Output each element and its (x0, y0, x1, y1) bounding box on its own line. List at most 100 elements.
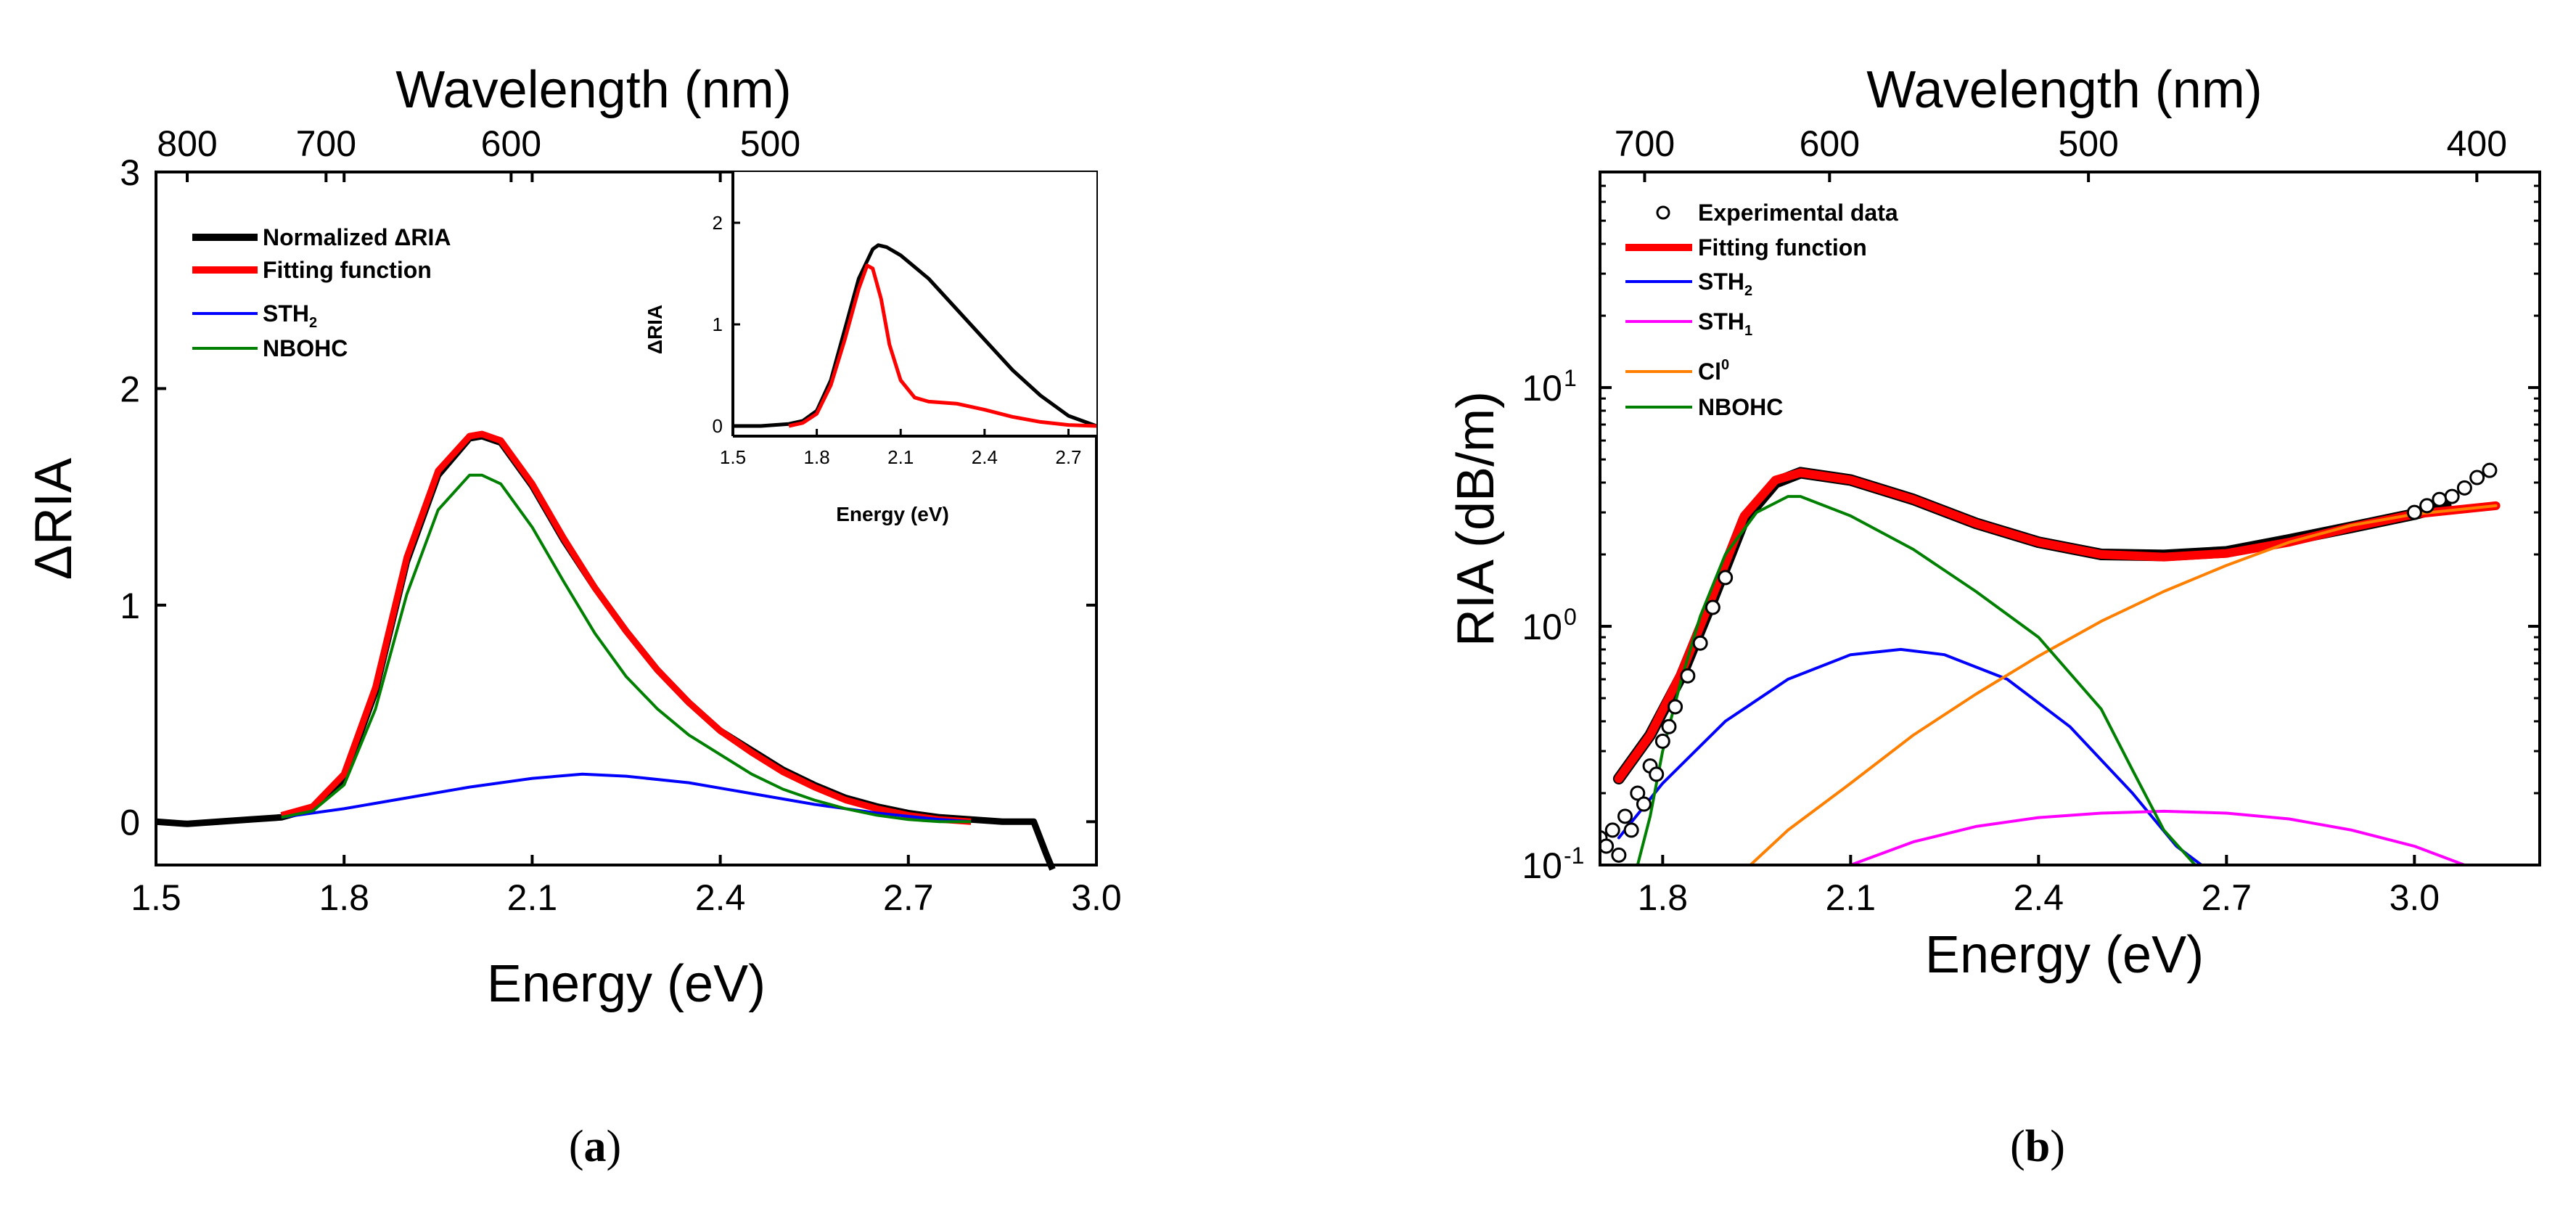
y-tick-label: 10 (1522, 845, 1562, 886)
y-tick-exponent: 1 (1564, 365, 1577, 391)
chart-panel-a: Wavelength (nm) 800 700 600 500 1.5 1.8 2.1 2.… (25, 61, 1122, 1171)
top-axis-ticks: 700 600 500 400 (1615, 123, 2507, 182)
y-tick-label: 1 (120, 586, 140, 626)
top-axis-title: Wavelength (nm) (1866, 61, 2263, 119)
panel-label-a: (a) (569, 1122, 621, 1171)
inset-y-title: ΔRIA (644, 305, 666, 354)
legend-item: NBOHC (1625, 394, 1783, 420)
data-point (1705, 599, 1720, 615)
x-tick-label: 2.4 (695, 877, 746, 918)
top-tick-label: 700 (296, 123, 356, 164)
legend-label: Cl0 (1698, 357, 1729, 385)
panel-label-b: (b) (2010, 1122, 2065, 1171)
data-point (1649, 766, 1665, 782)
inset-x-title: Energy (eV) (836, 503, 949, 525)
series-line-sth2 (281, 772, 972, 824)
inset-chart: 1.5 1.8 2.1 2.4 2.7 0 1 2 Energy (eV) ΔRIA (644, 172, 1097, 525)
y-axis-title: RIA (dB/m) (1447, 391, 1505, 647)
series-line-fitting-function (280, 430, 972, 825)
legend-item: Fitting function (1625, 234, 1867, 261)
y-tick-label: 10 (1522, 368, 1562, 409)
legend-label: Normalized ΔRIA (263, 224, 451, 250)
legend-item: Experimental data (1656, 200, 1898, 226)
data-point (2444, 488, 2460, 504)
data-point (1654, 733, 1670, 749)
y-tick-label: 3 (120, 152, 140, 193)
series-line-nbohc (281, 473, 972, 824)
inset-series-group (733, 243, 1097, 428)
legend: Experimental data Fitting function STH2 … (1625, 200, 1898, 420)
inset-y-tick-label: 2 (713, 212, 723, 234)
data-point (1718, 570, 1734, 586)
data-point (1680, 668, 1696, 684)
x-tick-label: 2.7 (883, 877, 934, 918)
data-point (1604, 822, 1620, 838)
x-tick-label: 2.1 (507, 877, 558, 918)
legend-label: Experimental data (1698, 200, 1898, 226)
data-point (1611, 847, 1627, 863)
x-tick-label: 3.0 (1071, 877, 1122, 918)
inset-y-ticks: 0 1 2 (713, 212, 740, 437)
top-tick-label: 600 (1800, 123, 1860, 164)
top-tick-label: 700 (1615, 123, 1675, 164)
legend-item: STH1 (1625, 308, 1752, 339)
top-tick-label: 400 (2447, 123, 2507, 164)
legend-label: NBOHC (1698, 394, 1783, 420)
inset-x-tick-label: 1.5 (720, 446, 746, 468)
inset-x-tick-label: 2.1 (887, 446, 914, 468)
top-tick-label: 600 (481, 123, 541, 164)
legend-item: NBOHC (192, 335, 348, 361)
legend-label: NBOHC (263, 335, 348, 361)
inset-x-ticks: 1.5 1.8 2.1 2.4 2.7 (720, 429, 1082, 468)
legend-item: Cl0 (1625, 357, 1729, 385)
x-tick-label: 2.4 (2014, 877, 2064, 918)
inset-y-tick-label: 0 (713, 415, 723, 437)
legend-label: STH2 (263, 300, 317, 331)
data-point (1617, 808, 1633, 824)
x-tick-label: 3.0 (2390, 877, 2440, 918)
data-point (2482, 462, 2498, 478)
series-line-sth1 (1849, 809, 2466, 865)
inset-x-tick-label: 2.4 (972, 446, 998, 468)
data-point (1668, 699, 1683, 715)
top-tick-label: 500 (2058, 123, 2118, 164)
x-tick-label: 2.7 (2202, 877, 2252, 918)
y-tick-exponent: -1 (1564, 843, 1584, 869)
legend-item: STH2 (1625, 269, 1752, 299)
x-axis-title: Energy (eV) (1925, 926, 2204, 984)
series-group (155, 430, 1056, 871)
chart-panel-b: Wavelength (nm) 700 600 500 400 1.8 2.1 2.4 2.… (1447, 61, 2541, 1171)
data-point (1661, 718, 1677, 734)
inset-x-tick-label: 1.8 (804, 446, 830, 468)
x-tick-label: 1.8 (319, 877, 369, 918)
x-axis-title: Energy (eV) (487, 955, 766, 1013)
series-line-normalized-ria (155, 433, 1056, 871)
inset-y-tick-label: 1 (713, 313, 723, 335)
x-tick-label: 1.8 (1638, 877, 1689, 918)
y-axis-ticks: 0 1 2 3 (120, 152, 1096, 843)
data-point (2432, 491, 2448, 507)
series-group (1600, 462, 2501, 865)
inset-series-line-red (788, 263, 1097, 428)
inset-x-tick-label: 2.7 (1055, 446, 1081, 468)
x-axis-ticks: 1.5 1.8 2.1 2.4 2.7 3.0 (131, 172, 1122, 918)
series-line-sth2 (1617, 647, 2203, 865)
data-point (1630, 785, 1646, 801)
data-point (2419, 498, 2435, 514)
x-axis-ticks: 1.8 2.1 2.4 2.7 3.0 (1638, 855, 2440, 918)
legend-label: Fitting function (1698, 234, 1867, 261)
series-line-cl0 (1749, 504, 2498, 865)
y-axis-title: ΔRIA (25, 458, 83, 580)
legend: Normalized ΔRIA Fitting function STH2 NB… (192, 224, 451, 361)
data-point (1636, 796, 1652, 812)
data-point (2456, 480, 2472, 496)
data-point (2469, 470, 2485, 485)
data-point (1600, 838, 1615, 854)
y-tick-label: 2 (120, 369, 140, 409)
x-tick-label: 2.1 (1826, 877, 1876, 918)
plot-frame (1599, 171, 2541, 866)
data-point (1623, 822, 1639, 838)
y-tick-label: 0 (120, 802, 140, 843)
